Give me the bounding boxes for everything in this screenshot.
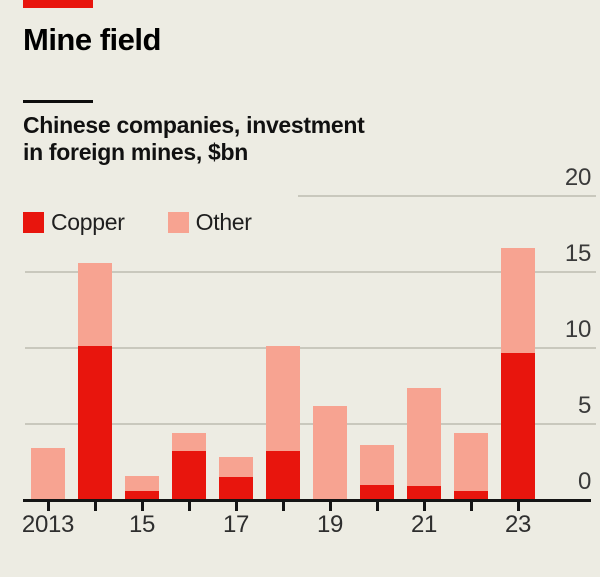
x-tick-label-2017: 17	[222, 511, 250, 538]
bar-2016-copper-segment	[172, 451, 206, 500]
bar-2016	[172, 433, 206, 500]
bar-2013	[31, 448, 65, 500]
bar-2015-copper-segment	[125, 491, 159, 500]
x-tick-2018	[282, 500, 285, 511]
other-swatch-icon	[167, 212, 189, 233]
x-tick-label-2019: 19	[316, 511, 344, 538]
x-tick-label-2021: 21	[410, 511, 438, 538]
bar-2020	[360, 445, 394, 500]
bar-2023	[501, 248, 535, 500]
copper-swatch-icon	[23, 212, 44, 233]
y-tick-label-0: 0	[577, 468, 591, 495]
gridline-10	[25, 347, 596, 349]
bar-2023-copper-segment	[501, 353, 535, 500]
gridline-5	[25, 423, 596, 425]
bar-2017-copper-segment	[219, 477, 253, 500]
x-tick-2022	[470, 500, 473, 511]
x-tick-2015	[141, 500, 144, 511]
legend-item-other: Other	[167, 209, 252, 236]
x-tick-2021	[423, 500, 426, 511]
y-tick-label-10: 10	[564, 316, 591, 343]
legend-item-copper: Copper	[23, 209, 125, 236]
chart-subtitle-line2: in foreign mines, $bn	[23, 139, 249, 165]
bar-2014	[78, 263, 112, 500]
title-divider	[23, 100, 93, 103]
x-tick-2016	[188, 500, 191, 511]
bar-2022	[454, 433, 488, 500]
y-tick-label-20: 20	[564, 164, 591, 191]
x-tick-label-2013: 2013	[21, 511, 75, 538]
legend-label-copper: Copper	[51, 209, 125, 235]
x-tick-2020	[376, 500, 379, 511]
legend-label-other: Other	[195, 209, 252, 235]
bar-2017	[219, 457, 253, 500]
bar-2021	[407, 388, 441, 500]
bar-2018-copper-segment	[266, 451, 300, 500]
bar-2018	[266, 346, 300, 500]
y-tick-label-5: 5	[577, 392, 591, 419]
bar-2021-copper-segment	[407, 486, 441, 500]
gridline-20	[298, 195, 596, 197]
x-tick-2017	[235, 500, 238, 511]
x-axis-line	[23, 499, 591, 502]
chart-subtitle-line1: Chinese companies, investment	[23, 112, 365, 138]
bar-2022-copper-segment	[454, 491, 488, 500]
x-tick-label-2023: 23	[504, 511, 532, 538]
bar-2015	[125, 476, 159, 500]
x-tick-2013	[47, 500, 50, 511]
bar-2014-copper-segment	[78, 346, 112, 500]
bar-2020-copper-segment	[360, 485, 394, 500]
gridline-15	[25, 271, 596, 273]
chart-title: Mine field	[23, 22, 161, 57]
x-tick-2019	[329, 500, 332, 511]
y-tick-label-15: 15	[564, 240, 591, 267]
x-tick-label-2015: 15	[128, 511, 156, 538]
chart-subtitle: Chinese companies, investment in foreign…	[23, 112, 365, 166]
economist-red-tag	[23, 0, 93, 8]
x-tick-2014	[94, 500, 97, 511]
x-tick-2023	[517, 500, 520, 511]
legend: Copper Other	[23, 209, 252, 236]
bar-2019	[313, 406, 347, 500]
